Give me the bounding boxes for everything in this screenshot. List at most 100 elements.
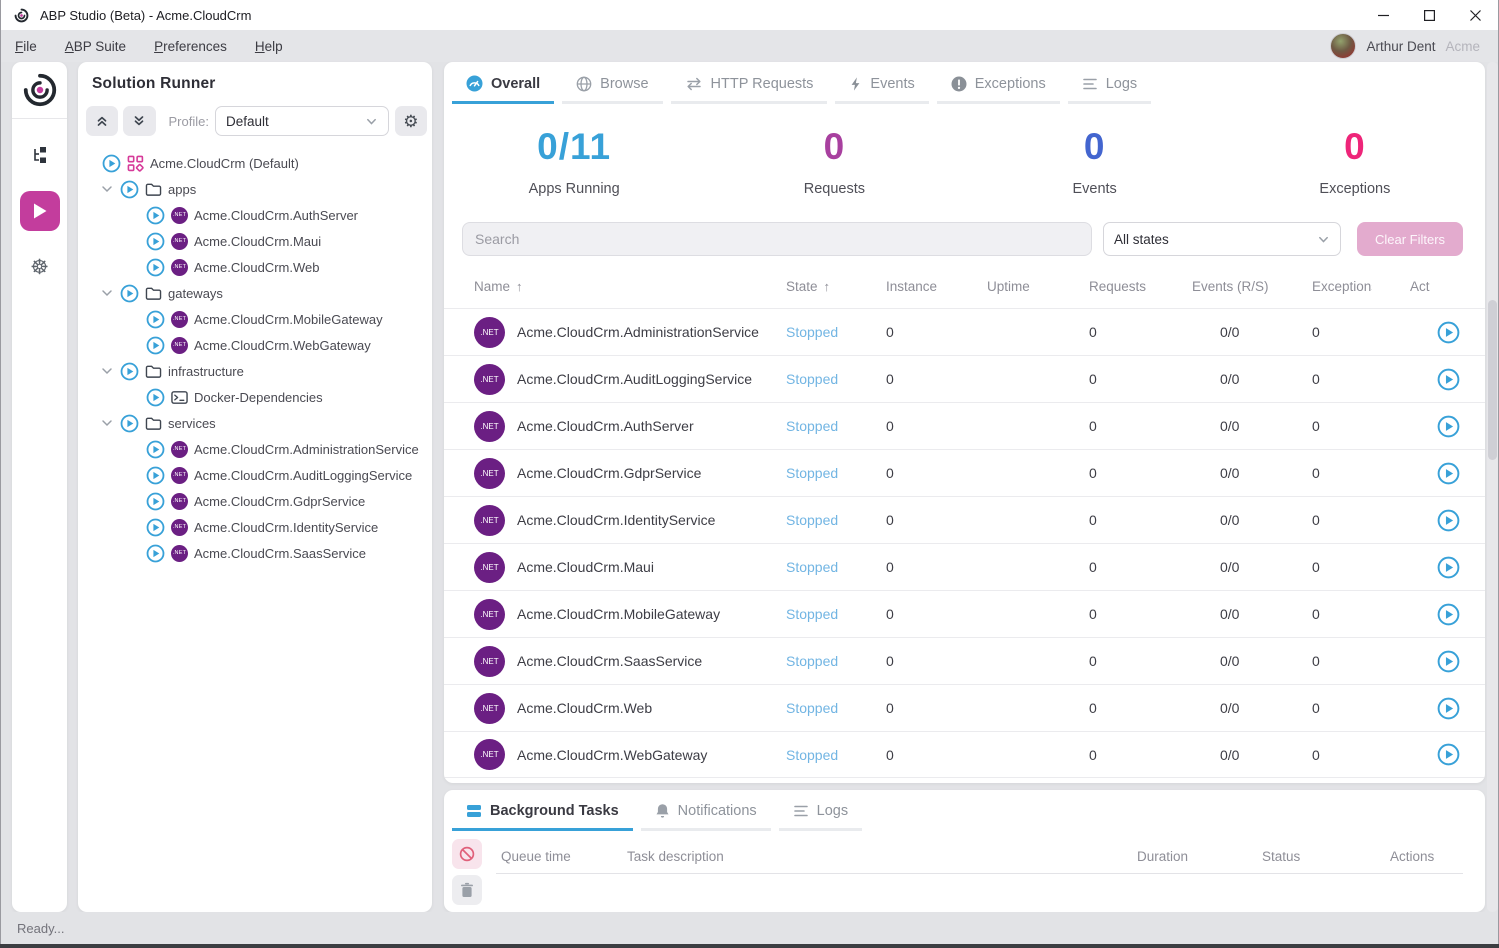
play-circle-icon[interactable] [146,258,165,277]
table-row[interactable]: .NET Acme.CloudCrm.AuthServer Stopped 0 0… [444,402,1485,449]
state-filter-select[interactable]: All states [1103,222,1341,256]
start-app-button[interactable] [1437,509,1460,532]
menu-help[interactable]: Help [254,38,283,54]
expand-all-button[interactable] [123,106,156,136]
tab-http-requests[interactable]: HTTP Requests [670,69,828,104]
runner-settings-button[interactable]: ⚙ [394,106,427,136]
tab-background-tasks[interactable]: Background Tasks [452,797,633,831]
play-circle-icon [1437,368,1459,390]
table-row[interactable]: .NET Acme.CloudCrm.Web Stopped 0 0 0/0 0 [444,684,1485,731]
clear-tasks-button[interactable] [452,875,482,905]
start-app-button[interactable] [1437,697,1460,720]
play-circle-icon[interactable] [120,180,139,199]
menu-file[interactable]: File [15,38,37,54]
column-requests[interactable]: Requests [1089,278,1146,294]
chevron-down-icon[interactable] [100,182,114,196]
scrollbar[interactable] [1487,62,1498,912]
dotnet-icon: .NET [474,551,505,583]
start-app-button[interactable] [1437,321,1460,344]
tree-item-solution[interactable]: Acme.CloudCrm (Default) [78,150,432,176]
start-app-button[interactable] [1437,603,1460,626]
chevron-down-icon[interactable] [100,416,114,430]
app-table: .NET Acme.CloudCrm.AdministrationService … [444,308,1485,778]
column-name[interactable]: Name ↑ [474,278,523,294]
play-circle-icon[interactable] [146,466,165,485]
column-uptime[interactable]: Uptime [987,278,1030,294]
tab-bottom-logs[interactable]: Logs [778,797,863,831]
clear-filters-button[interactable]: Clear Filters [1357,222,1463,256]
play-circle-icon[interactable] [146,232,165,251]
tab-events[interactable]: Events [835,69,929,104]
start-app-button[interactable] [1437,415,1460,438]
tree-item-app[interactable]: .NET Acme.CloudCrm.IdentityService [78,514,432,540]
tree-item-app[interactable]: .NET Acme.CloudCrm.Web [78,254,432,280]
tree-folder-apps[interactable]: apps [78,176,432,202]
start-app-button[interactable] [1437,650,1460,673]
tree-item-app[interactable]: .NET Acme.CloudCrm.GdprService [78,488,432,514]
kubernetes-button[interactable]: ☸ [20,247,60,287]
table-row[interactable]: .NET Acme.CloudCrm.SaasService Stopped 0 … [444,637,1485,684]
play-circle-icon[interactable] [146,336,165,355]
table-row[interactable]: .NET Acme.CloudCrm.WebGateway Stopped 0 0… [444,731,1485,778]
cancel-tasks-button[interactable] [452,839,482,869]
tree-item-app[interactable]: .NET Acme.CloudCrm.Maui [78,228,432,254]
column-state[interactable]: State ↑ [786,278,831,294]
table-row[interactable]: .NET Acme.CloudCrm.AdministrationService … [444,308,1485,355]
tab-browse[interactable]: Browse [562,69,663,104]
tree-item-app[interactable]: .NET Acme.CloudCrm.SaasService [78,540,432,566]
table-row[interactable]: .NET Acme.CloudCrm.GdprService Stopped 0 … [444,449,1485,496]
scrollbar-thumb[interactable] [1488,300,1497,460]
tree-item-docker[interactable]: Docker-Dependencies [78,384,432,410]
table-row[interactable]: .NET Acme.CloudCrm.AuditLoggingService St… [444,355,1485,402]
menu-preferences[interactable]: Preferences [154,38,227,54]
column-events[interactable]: Events (R/S) [1192,278,1269,294]
tree-item-app[interactable]: .NET Acme.CloudCrm.MobileGateway [78,306,432,332]
table-row[interactable]: .NET Acme.CloudCrm.IdentityService Stoppe… [444,496,1485,543]
tree-folder-gateways[interactable]: gateways [78,280,432,306]
tree-item-app[interactable]: .NET Acme.CloudCrm.AdministrationService [78,436,432,462]
start-app-button[interactable] [1437,556,1460,579]
menu-abp-suite[interactable]: ABP Suite [64,38,127,54]
profile-select[interactable]: Default [214,106,389,136]
tab-logs[interactable]: Logs [1067,69,1152,104]
chevron-down-icon[interactable] [100,364,114,378]
user-menu[interactable]: Arthur Dent Acme [1330,33,1498,59]
play-circle-icon[interactable] [146,492,165,511]
column-exceptions[interactable]: Exceptions [1312,278,1372,294]
bottom-tab-bar: Background Tasks Notifications Logs [444,790,1485,831]
tree-folder-infrastructure[interactable]: infrastructure [78,358,432,384]
play-circle-icon[interactable] [146,388,165,407]
play-circle-icon[interactable] [146,518,165,537]
tab-notifications[interactable]: Notifications [640,797,771,831]
start-app-button[interactable] [1437,368,1460,391]
tree-item-app[interactable]: .NET Acme.CloudCrm.WebGateway [78,332,432,358]
play-circle-icon[interactable] [120,414,139,433]
play-circle-icon[interactable] [146,310,165,329]
play-circle-icon[interactable] [146,544,165,563]
play-circle-icon[interactable] [146,440,165,459]
start-app-button[interactable] [1437,462,1460,485]
close-button[interactable] [1452,0,1498,30]
column-actions[interactable]: Act [1410,278,1430,294]
solution-explorer-button[interactable] [20,135,60,175]
tree-folder-services[interactable]: services [78,410,432,436]
tree-item-app[interactable]: .NET Acme.CloudCrm.AuthServer [78,202,432,228]
start-app-button[interactable] [1437,743,1460,766]
minimize-button[interactable] [1360,0,1406,30]
play-circle-icon[interactable] [120,362,139,381]
table-row[interactable]: .NET Acme.CloudCrm.Maui Stopped 0 0 0/0 0 [444,543,1485,590]
chevron-down-icon[interactable] [100,286,114,300]
search-input[interactable] [462,222,1092,256]
tab-exceptions[interactable]: Exceptions [936,69,1060,104]
tree-item-app[interactable]: .NET Acme.CloudCrm.AuditLoggingService [78,462,432,488]
collapse-all-button[interactable] [86,106,119,136]
column-instance[interactable]: Instance [886,278,938,294]
maximize-button[interactable] [1406,0,1452,30]
play-circle-icon[interactable] [120,284,139,303]
play-circle-icon[interactable] [146,206,165,225]
play-circle-icon[interactable] [102,154,121,173]
tab-overall[interactable]: Overall [452,69,555,104]
table-row[interactable]: .NET Acme.CloudCrm.MobileGateway Stopped … [444,590,1485,637]
app-exceptions: 0 [1312,418,1320,434]
solution-runner-button[interactable] [19,191,60,231]
